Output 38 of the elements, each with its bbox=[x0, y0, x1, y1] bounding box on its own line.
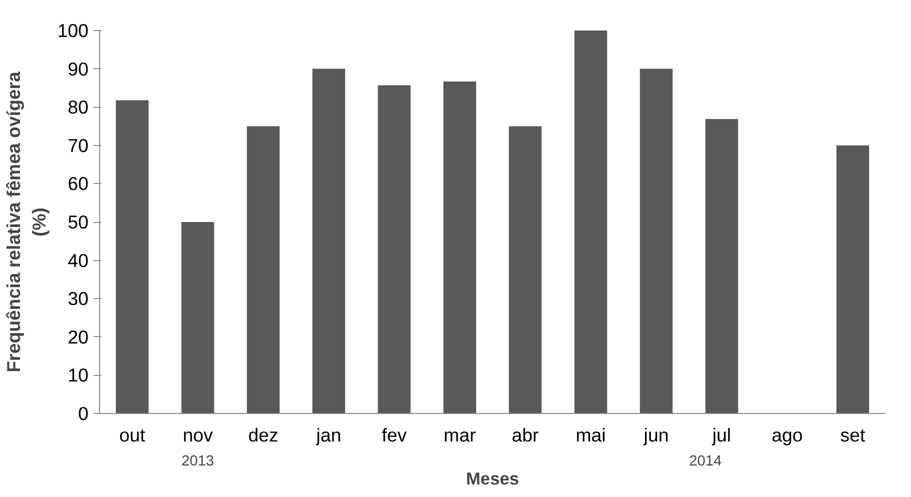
x-tick-label: jun bbox=[642, 424, 669, 446]
text: 2013 bbox=[181, 454, 214, 470]
y-tick-label: 70 bbox=[68, 134, 89, 156]
bar bbox=[705, 118, 738, 414]
y-tick-label: 30 bbox=[68, 288, 89, 310]
y-tick-label: 50 bbox=[68, 212, 89, 232]
x-tick-label: mar bbox=[444, 424, 476, 446]
x-tick-label: abr bbox=[512, 424, 539, 446]
y-tick-label: 100 bbox=[57, 20, 89, 41]
bar bbox=[508, 126, 542, 414]
bar bbox=[181, 222, 214, 414]
bar bbox=[443, 81, 476, 414]
bar bbox=[116, 100, 149, 414]
x-axis-title: Meses bbox=[466, 468, 519, 488]
y-tick-label: 60 bbox=[68, 173, 89, 194]
y-tick-label: 90 bbox=[68, 58, 89, 80]
x-tick-label: mai bbox=[576, 424, 606, 446]
y-tick-label: 10 bbox=[68, 364, 89, 386]
bar bbox=[246, 126, 280, 414]
bar bbox=[574, 30, 608, 414]
bar bbox=[312, 68, 346, 414]
x-tick-label: out bbox=[119, 424, 146, 446]
y-tick-label: 80 bbox=[68, 96, 89, 118]
text: 2014 bbox=[689, 454, 722, 470]
x-tick-label: nov bbox=[182, 424, 214, 446]
x-tick-label: dez bbox=[248, 424, 278, 446]
y-tick-label: 40 bbox=[68, 250, 89, 271]
x-tick-label: ago bbox=[772, 424, 803, 446]
bar bbox=[378, 85, 411, 414]
y-tick-label: 20 bbox=[68, 326, 89, 348]
bar bbox=[640, 68, 673, 414]
bar bbox=[836, 145, 870, 414]
x-tick-label: fev bbox=[382, 424, 408, 446]
x-tick-label: jan bbox=[315, 424, 342, 446]
x-tick-label: jul bbox=[711, 424, 732, 446]
x-tick-label: set bbox=[840, 424, 866, 446]
y-axis-title: Frequência relativa fêmea ovígera (%) bbox=[3, 71, 50, 372]
y-tick-label: 0 bbox=[78, 403, 89, 424]
